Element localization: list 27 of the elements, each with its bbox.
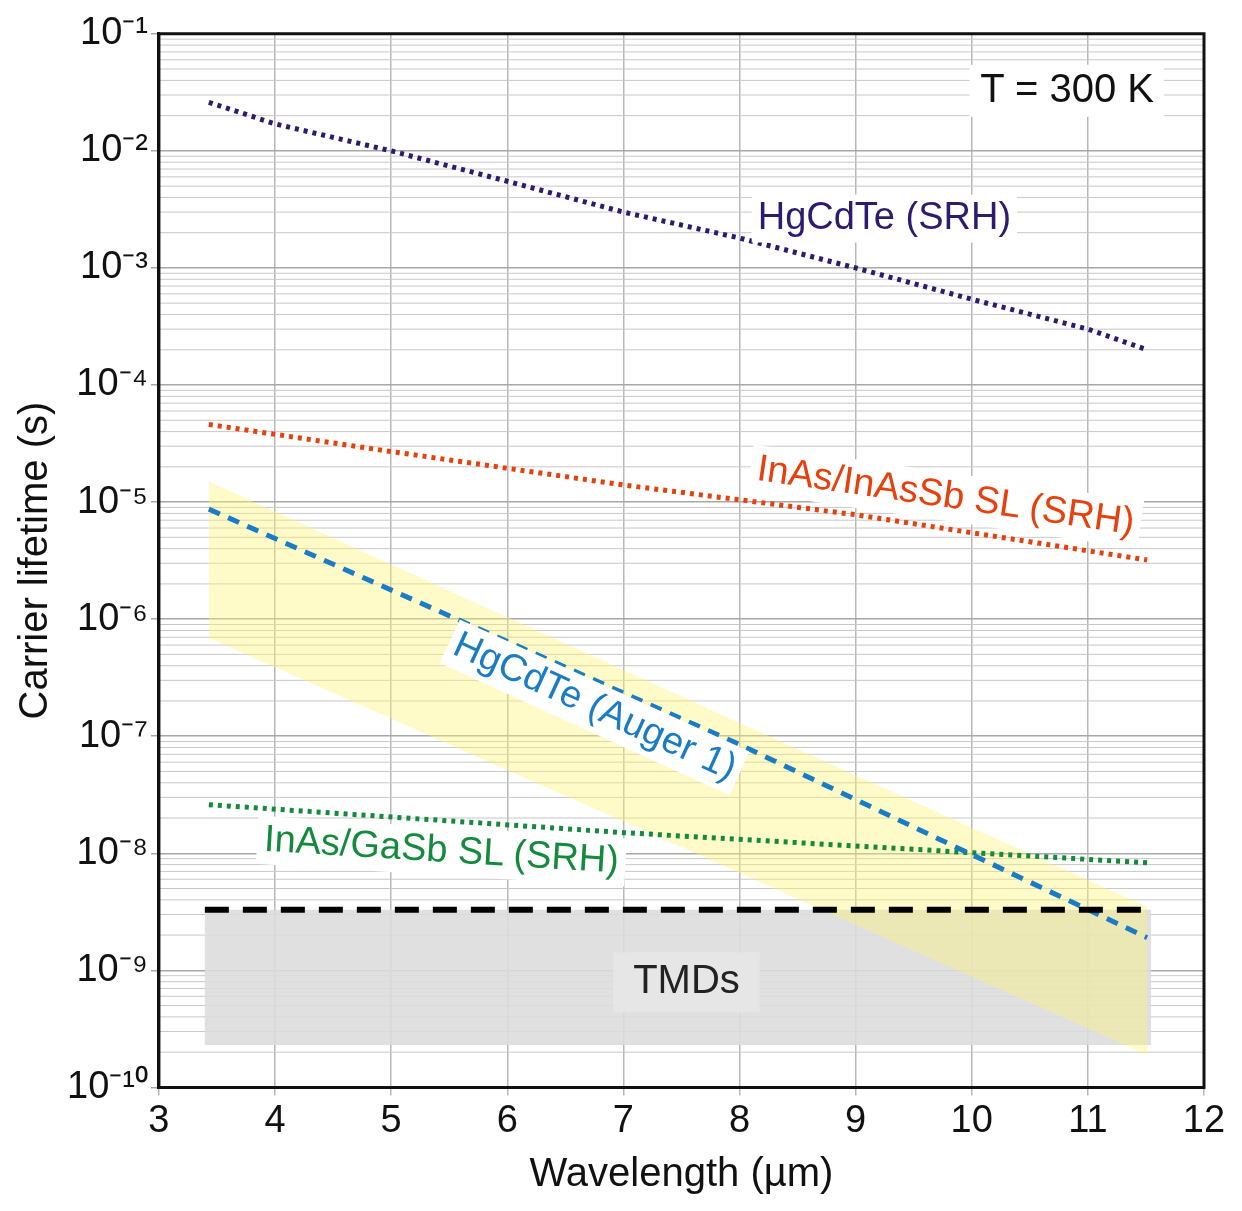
y-tick-label: 10⁻¹	[80, 10, 148, 53]
annotation: T = 300 K	[980, 65, 1155, 110]
series-label: HgCdTe (SRH)	[757, 194, 1012, 237]
x-tick-label: 9	[845, 1097, 867, 1140]
y-tick-label: 10⁻⁷	[78, 712, 148, 755]
band-label: TMDs	[633, 957, 740, 1002]
y-axis-title: Carrier lifetime (s)	[11, 401, 56, 720]
x-tick-label: 10	[950, 1097, 993, 1140]
y-tick-label: 10⁻⁶	[77, 595, 148, 638]
series-label: InAs/GaSb SL (SRH)	[262, 816, 621, 881]
y-tick-label: 10⁻⁵	[76, 478, 148, 521]
x-tick-label: 3	[148, 1097, 170, 1140]
x-tick-label: 11	[1068, 1097, 1108, 1140]
y-tick-label: 10⁻⁹	[76, 946, 148, 989]
y-tick-label: 10⁻²	[80, 127, 148, 170]
text: InAs/InAsSb SL (SRH)	[754, 446, 1138, 543]
y-tick-label: 10⁻³	[80, 244, 148, 287]
x-axis-title: Wavelength (µm)	[529, 1150, 834, 1195]
x-tick-label: 4	[264, 1097, 286, 1140]
y-tick-label: 10⁻⁴	[76, 361, 148, 404]
y-tick-label: 10⁻¹⁰	[67, 1063, 148, 1106]
x-tick-label: 12	[1182, 1097, 1226, 1140]
x-tick-label: 5	[380, 1097, 402, 1140]
x-tick-label: 8	[728, 1097, 751, 1140]
x-tick-label: 7	[612, 1097, 634, 1140]
x-tick-label: 6	[496, 1097, 518, 1140]
y-tick-label: 10⁻⁸	[76, 829, 148, 872]
